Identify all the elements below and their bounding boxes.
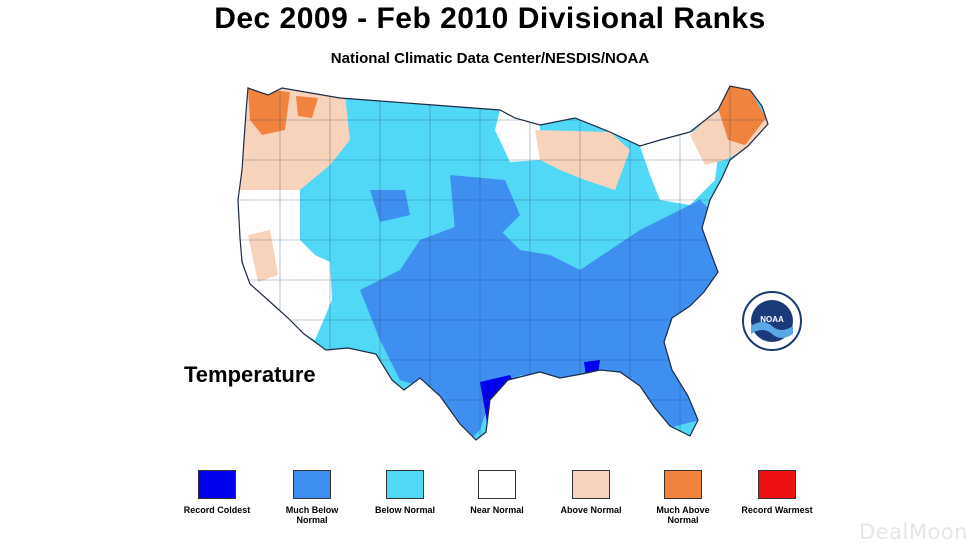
- legend-swatch-much-above-normal: [664, 470, 702, 499]
- noaa-logo: NOAA: [742, 291, 802, 351]
- legend-item-near-normal: Near Normal: [457, 470, 537, 515]
- noaa-logo-text: NOAA: [760, 315, 784, 324]
- legend-swatch-record-coldest: [198, 470, 236, 499]
- region-much-below-normal-plains: [450, 175, 520, 235]
- legend-swatch-record-warmest: [758, 470, 796, 499]
- climate-divisions: [238, 86, 768, 440]
- legend-item-record-coldest: Record Coldest: [177, 470, 257, 515]
- region-above-normal-california: [248, 230, 278, 282]
- legend-swatch-near-normal: [478, 470, 516, 499]
- us-divisional-map: [237, 85, 769, 441]
- legend-label-record-warmest: Record Warmest: [741, 505, 813, 515]
- legend-label-above-normal: Above Normal: [560, 505, 622, 515]
- legend-swatch-much-below-normal: [293, 470, 331, 499]
- region-much-above-normal-washington: [248, 88, 290, 135]
- watermark: DealMoon: [859, 520, 968, 544]
- legend-label-much-below-normal: Much Below Normal: [285, 505, 339, 525]
- variable-label: Temperature: [184, 362, 316, 387]
- legend-label-near-normal: Near Normal: [470, 505, 524, 515]
- legend-label-record-coldest: Record Coldest: [183, 505, 251, 515]
- legend-item-much-below-normal: Much Below Normal: [272, 470, 352, 525]
- legend-swatch-above-normal: [572, 470, 610, 499]
- map-subtitle: National Climatic Data Center/NESDIS/NOA…: [330, 50, 650, 67]
- legend-label-much-above-normal: Much Above Normal: [656, 505, 710, 525]
- legend-item-above-normal: Above Normal: [551, 470, 631, 515]
- region-much-above-normal-spokane: [296, 96, 318, 118]
- region-near-normal-minnesota: [495, 110, 540, 162]
- map-title: Dec 2009 - Feb 2010 Divisional Ranks: [214, 2, 766, 35]
- legend-item-record-warmest: Record Warmest: [737, 470, 817, 515]
- legend-item-much-above-normal: Much Above Normal: [643, 470, 723, 525]
- legend-swatch-below-normal: [386, 470, 424, 499]
- legend-label-below-normal: Below Normal: [374, 505, 435, 515]
- legend-item-below-normal: Below Normal: [365, 470, 445, 515]
- region-near-normal-nevada: [298, 250, 332, 340]
